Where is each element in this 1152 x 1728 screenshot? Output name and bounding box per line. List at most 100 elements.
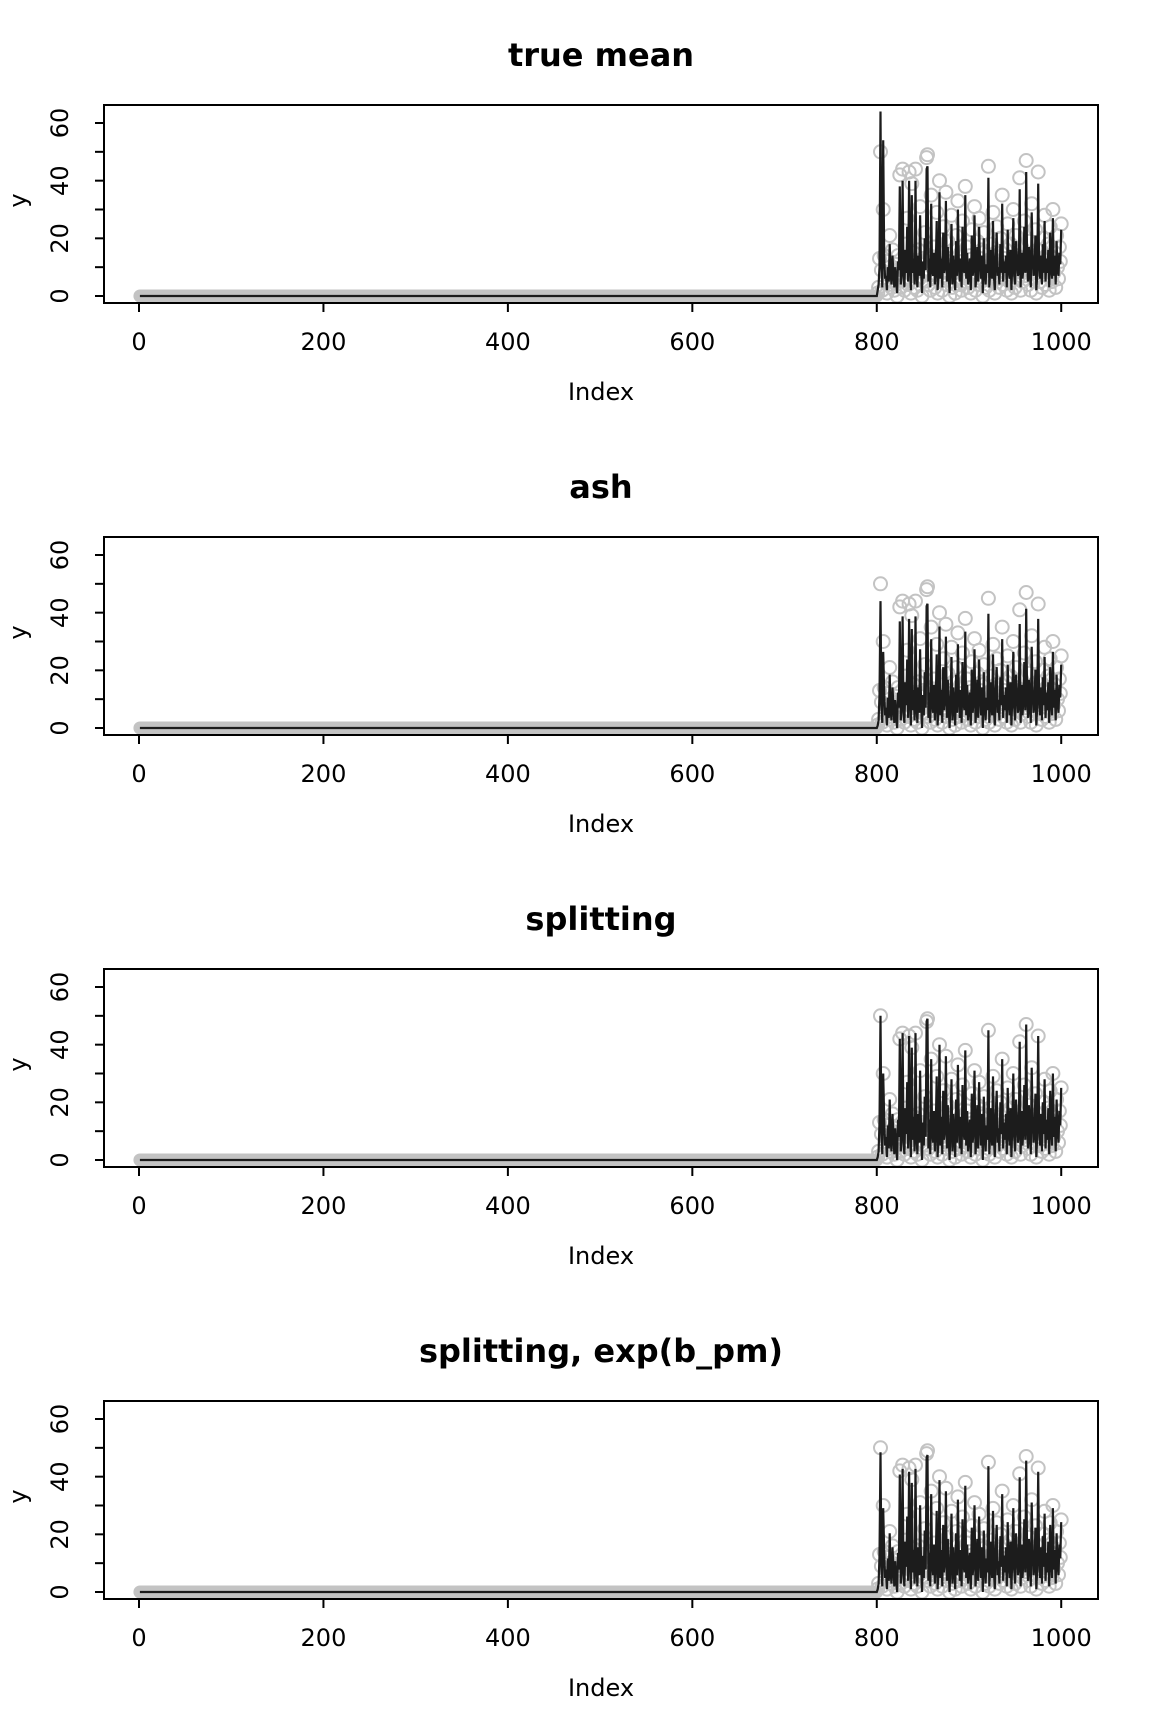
y-axis-label: y: [4, 193, 32, 207]
x-tick-label: 0: [131, 760, 146, 788]
data-point: [1030, 596, 1046, 612]
x-tick-label: 1000: [1031, 760, 1092, 788]
y-axis: 0 20 40 60: [46, 972, 104, 1168]
x-tick-label: 0: [131, 1624, 146, 1652]
x-tick-label: 1000: [1031, 328, 1092, 356]
y-tick-label: 60: [46, 1404, 74, 1435]
x-axis: 0 200 400 600 800 1000: [131, 735, 1092, 788]
x-axis-label: Index: [568, 1674, 634, 1702]
x-tick-label: 200: [301, 328, 347, 356]
estimate-line: [139, 601, 1063, 730]
plot-frame: [103, 1400, 1099, 1600]
data-point: [976, 657, 992, 673]
panel-splitting: splitting 0 200 400 600 800 1000 0 20 40 60 Index y: [4, 900, 1099, 1270]
y-tick-label: 60: [46, 540, 74, 571]
x-tick-label: 800: [854, 1624, 900, 1652]
y-tick-label: 60: [46, 972, 74, 1003]
y-tick-label: 0: [46, 1152, 74, 1167]
y-tick-label: 20: [46, 1087, 74, 1118]
x-tick-label: 400: [485, 1192, 531, 1220]
data-point: [994, 187, 1010, 203]
data-point: [1018, 153, 1034, 168]
x-tick-label: 1000: [1031, 1192, 1092, 1220]
data-point: [994, 619, 1010, 635]
x-axis: 0 200 400 600 800 1000: [131, 1599, 1092, 1652]
data-point: [908, 161, 923, 177]
plot-frame: [103, 104, 1099, 304]
y-tick-label: 60: [46, 108, 74, 139]
y-axis: 0 20 40 60: [46, 1404, 104, 1600]
estimate-line: [139, 1015, 1063, 1162]
panel-title: splitting: [525, 900, 676, 938]
data-point: [1030, 164, 1046, 180]
data-point: [1045, 202, 1061, 217]
data-point: [985, 204, 1001, 220]
data-point: [875, 634, 891, 649]
data-point: [985, 636, 1001, 652]
data-point: [1012, 170, 1028, 186]
panel-title: splitting, exp(b_pm): [419, 1332, 783, 1370]
x-tick-label: 600: [669, 1192, 715, 1220]
data-point: [920, 147, 935, 163]
y-axis-label: y: [4, 1489, 32, 1503]
data-point: [882, 660, 898, 675]
data-point: [1027, 654, 1043, 670]
x-tick-label: 800: [854, 1192, 900, 1220]
x-tick-label: 200: [301, 1624, 347, 1652]
data-point: [908, 593, 923, 609]
data-point: [980, 590, 996, 606]
panel-ash: ash 0 200 400 600 800 1000 0 20 40 60 Index y: [4, 468, 1099, 838]
panel-title: ash: [569, 468, 632, 506]
y-tick-label: 40: [46, 1029, 74, 1060]
x-axis-label: Index: [568, 1242, 634, 1270]
x-tick-label: 600: [669, 328, 715, 356]
data-point: [938, 184, 954, 200]
y-tick-label: 0: [46, 288, 74, 303]
panel-splitting-exp-b-pm: splitting, exp(b_pm) 0 200 400 600 800 1000 0 20…: [4, 1332, 1099, 1702]
data-point: [980, 158, 996, 174]
panel-true-mean: true mean 0 200 400 600 800 1000 0 20 40 60 Index y: [4, 36, 1099, 406]
y-tick-label: 40: [46, 597, 74, 628]
data-point: [938, 616, 954, 632]
x-tick-label: 400: [485, 760, 531, 788]
data-point: [1045, 634, 1061, 649]
x-tick-label: 600: [669, 1624, 715, 1652]
data-point: [932, 605, 947, 621]
data-point: [955, 645, 970, 661]
x-tick-label: 1000: [1031, 1624, 1092, 1652]
data-point: [904, 608, 920, 624]
x-tick-label: 200: [301, 760, 347, 788]
data-point: [920, 579, 935, 595]
y-axis-label: y: [4, 625, 32, 639]
y-axis: 0 20 40 60: [46, 108, 104, 304]
x-tick-label: 400: [485, 328, 531, 356]
plot-frame: [103, 536, 1099, 736]
data-point: [971, 642, 987, 658]
data-point: [957, 610, 973, 626]
y-axis: 0 20 40 60: [46, 540, 104, 736]
x-tick-label: 800: [854, 328, 900, 356]
data-point: [950, 625, 966, 641]
data-point: [1012, 602, 1028, 618]
x-tick-label: 600: [669, 760, 715, 788]
x-tick-label: 0: [131, 328, 146, 356]
data-point: [882, 228, 898, 243]
x-axis: 0 200 400 600 800 1000: [131, 303, 1092, 356]
y-axis-label: y: [4, 1057, 32, 1071]
y-tick-label: 40: [46, 1461, 74, 1492]
plot-frame: [103, 968, 1099, 1168]
data-point: [923, 187, 939, 203]
x-axis-label: Index: [568, 378, 634, 406]
y-tick-label: 20: [46, 223, 74, 254]
estimate-line: [139, 1452, 1063, 1594]
x-axis-label: Index: [568, 810, 634, 838]
data-point: [957, 178, 973, 194]
data-point: [904, 176, 920, 192]
data-point: [1008, 660, 1024, 675]
y-tick-label: 0: [46, 720, 74, 735]
x-tick-label: 800: [854, 760, 900, 788]
y-tick-label: 0: [46, 1584, 74, 1599]
x-tick-label: 200: [301, 1192, 347, 1220]
y-tick-label: 20: [46, 655, 74, 686]
data-point: [950, 193, 966, 209]
